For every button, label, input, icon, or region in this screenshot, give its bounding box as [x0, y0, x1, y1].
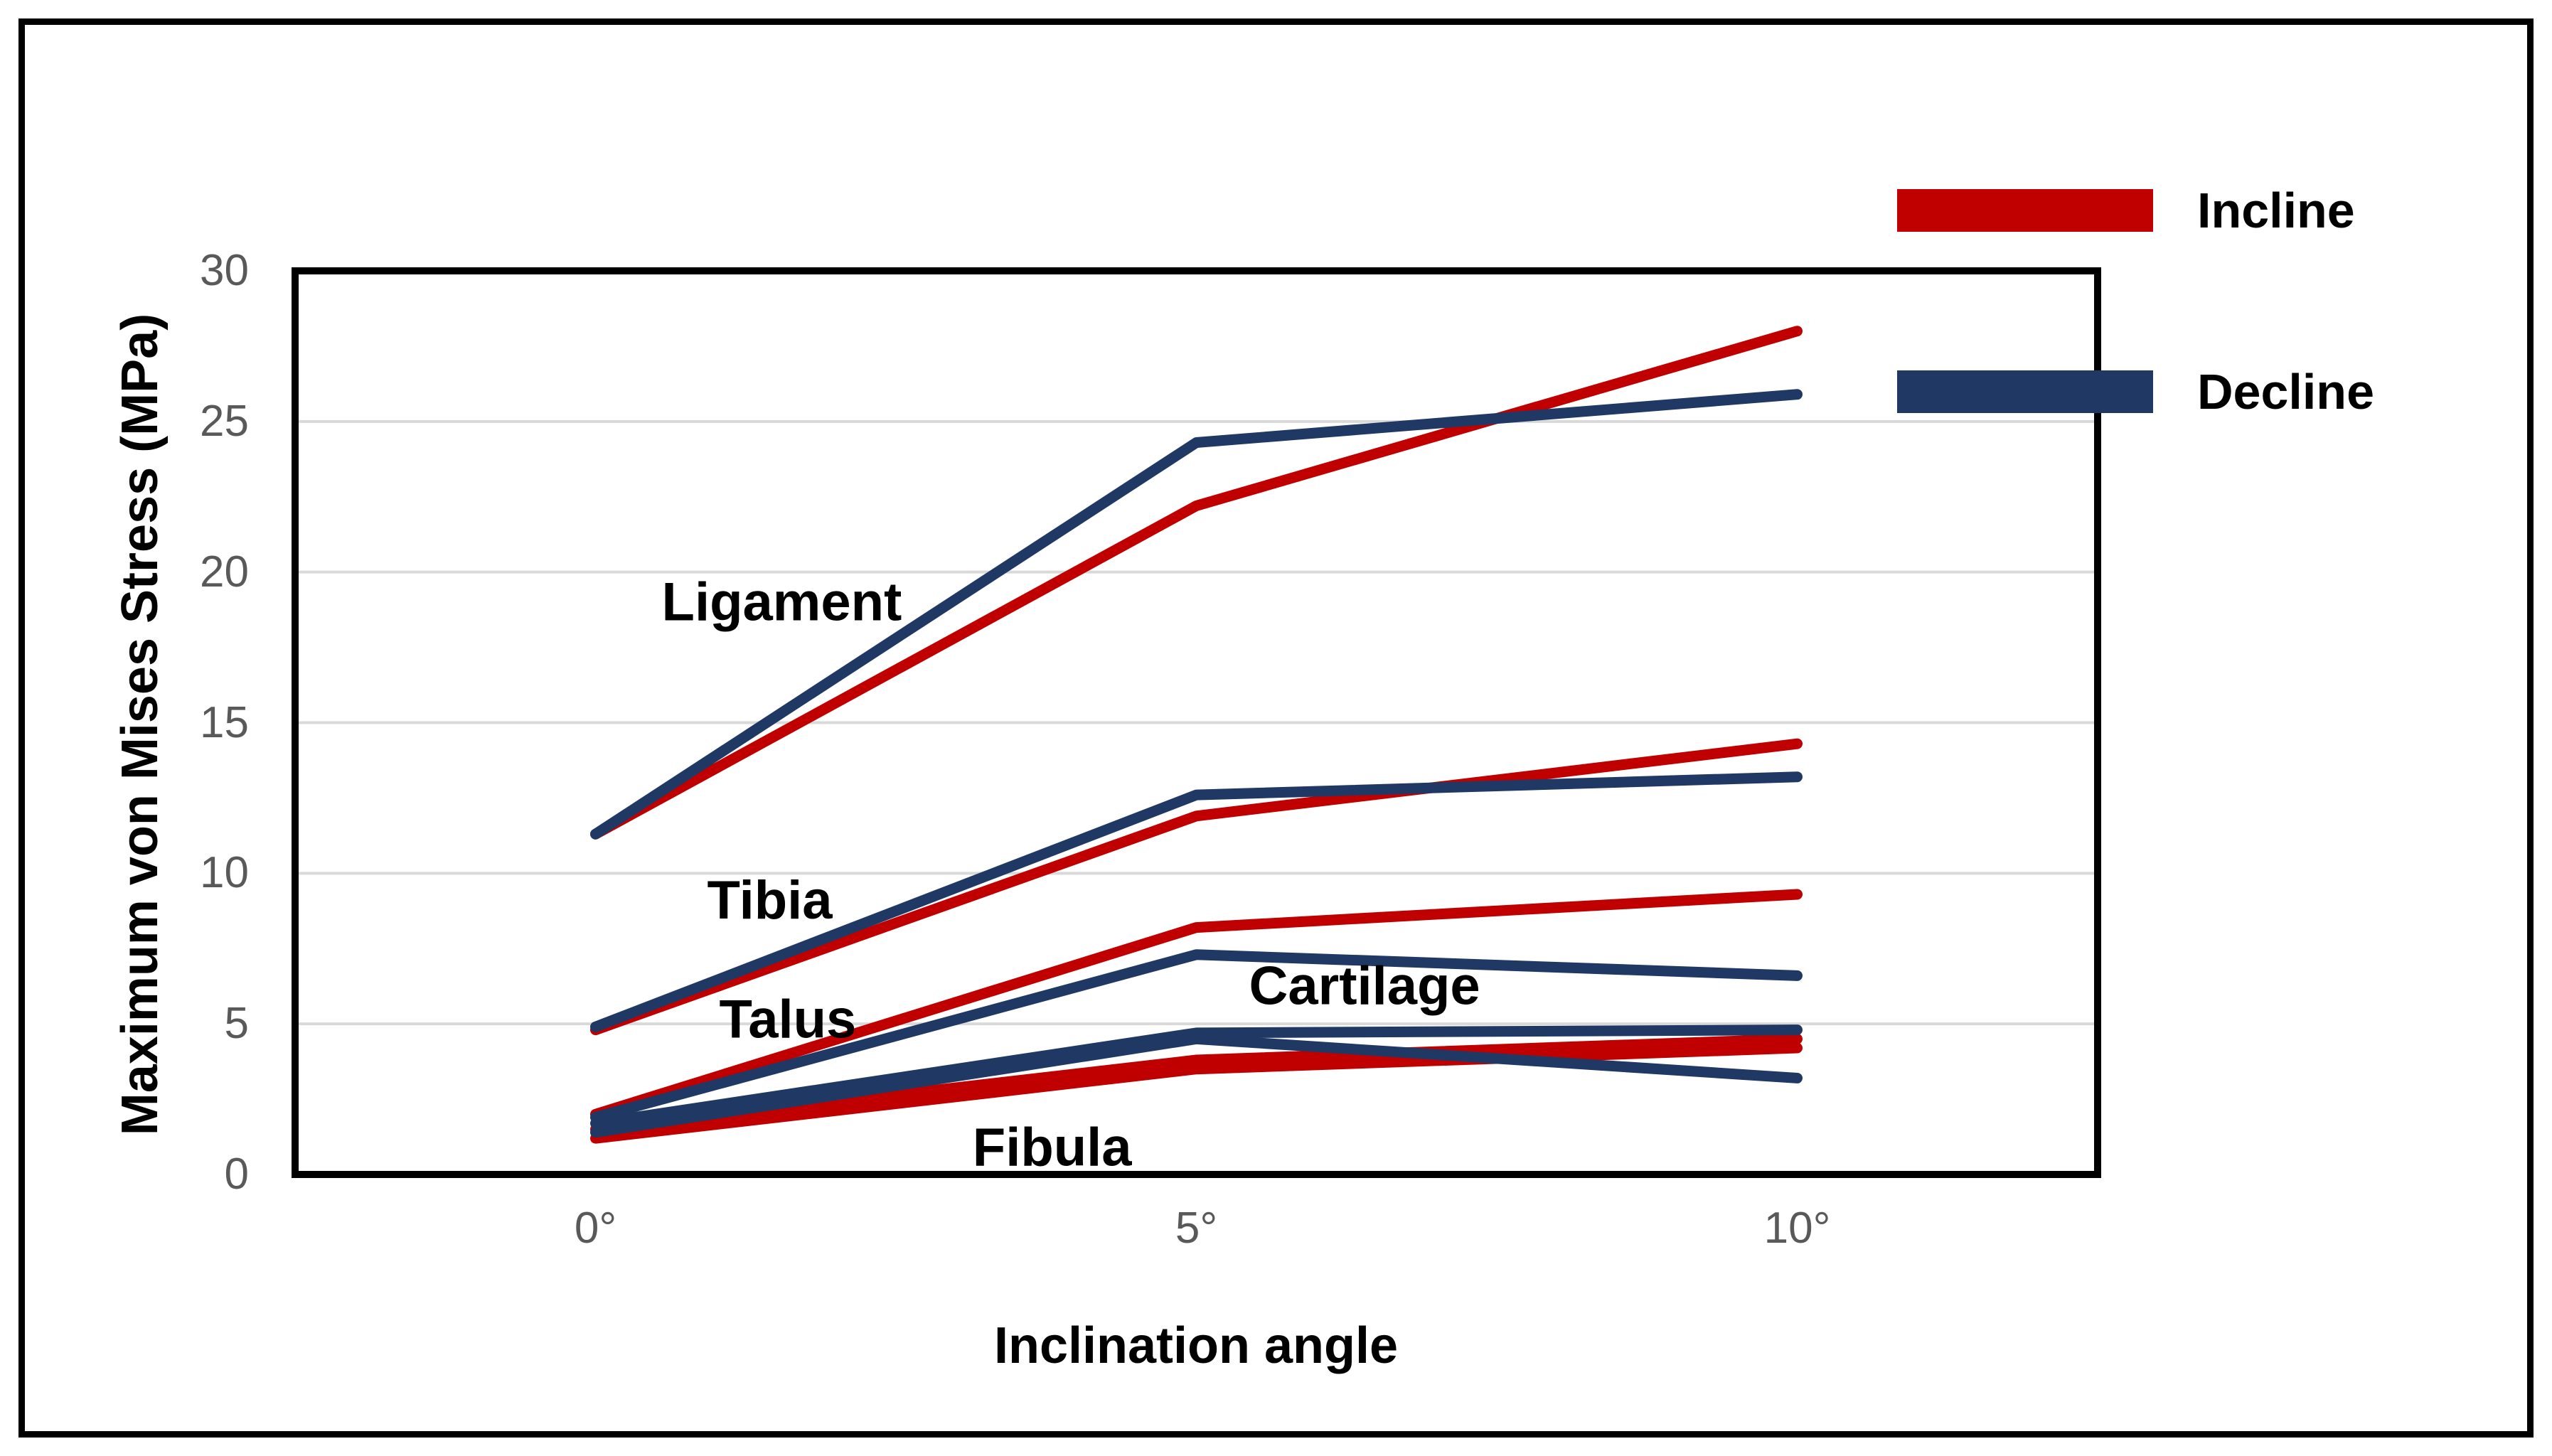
legend-item-decline: Decline [1897, 364, 2374, 419]
legend: Incline Decline [1897, 183, 2374, 552]
series-line-fibula-decline [590, 1033, 1803, 1138]
series-line-tibia-incline [590, 738, 1803, 1036]
y-axis-tick-label: 20 [200, 547, 249, 596]
annotation-fibula: Fibula [973, 1117, 1133, 1177]
plot-frame [292, 267, 2101, 1178]
y-axis-tick-label: 5 [224, 999, 249, 1049]
y-axis-tick-label: 10 [200, 848, 249, 898]
y-axis-tick-label: 30 [200, 246, 249, 295]
series-line-talus-incline [590, 889, 1803, 1120]
y-axis-tick-label: 15 [200, 697, 249, 747]
legend-item-incline: Incline [1897, 183, 2374, 238]
annotation-talus: Talus [719, 989, 856, 1049]
x-axis-tick-label: 10° [1763, 1204, 1831, 1253]
annotation-ligament: Ligament [662, 572, 902, 633]
x-axis-tick-label: 0° [574, 1204, 617, 1253]
legend-swatch-decline [1897, 370, 2153, 413]
y-axis-tick-label: 0 [224, 1150, 249, 1199]
series-line-tibia-decline [590, 771, 1803, 1032]
x-axis-title: Inclination angle [993, 1317, 1399, 1374]
legend-label: Decline [2197, 364, 2374, 419]
legend-label: Incline [2197, 183, 2355, 238]
series-line-ligament-incline [590, 326, 1803, 840]
annotation-tibia: Tibia [708, 870, 833, 931]
series-line-cartilage-decline [590, 1024, 1803, 1129]
y-axis-tick-label: 25 [200, 396, 249, 446]
series-line-talus-decline [590, 949, 1803, 1123]
series-line-ligament-decline [590, 389, 1803, 840]
series-line-fibula-incline [590, 1042, 1803, 1144]
legend-swatch-incline [1897, 189, 2153, 232]
annotation-cartilage: Cartilage [1249, 956, 1480, 1017]
x-axis-tick-label: 5° [1175, 1204, 1218, 1253]
